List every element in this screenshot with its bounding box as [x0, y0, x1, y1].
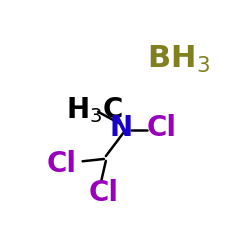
- Text: Cl: Cl: [47, 150, 77, 178]
- Text: Cl: Cl: [146, 114, 176, 142]
- Text: BH$_3$: BH$_3$: [146, 44, 210, 76]
- Text: Cl: Cl: [88, 179, 118, 207]
- Text: N: N: [110, 114, 133, 142]
- Text: H$_3$C: H$_3$C: [66, 95, 123, 125]
